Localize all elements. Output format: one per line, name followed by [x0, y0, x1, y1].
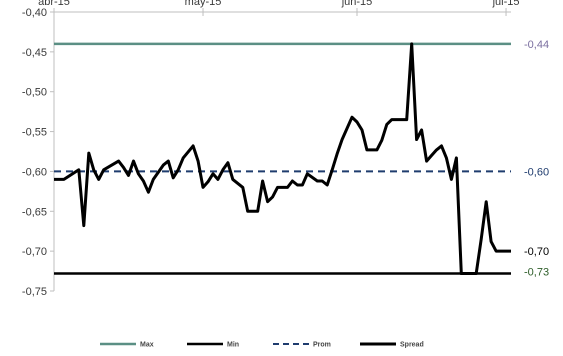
y-tick-label: -0,45 [22, 47, 47, 59]
end-labels: -0,44 -0,73 -0,60 -0,70 [524, 39, 549, 279]
legend-label-spread: Spread [400, 342, 424, 349]
end-label-prom: -0,60 [524, 166, 549, 178]
series-spread-line [54, 42, 511, 275]
x-tick-label: jul-15 [492, 0, 520, 8]
x-tick-label: jun-15 [341, 0, 373, 8]
end-label-spread: -0,70 [524, 246, 549, 258]
x-tick-label: abr-15 [38, 0, 70, 8]
legend-label-min: Min [227, 342, 239, 349]
legend: Max Min Prom Spread [100, 342, 424, 349]
series-group [54, 42, 511, 275]
y-tick-label: -0,60 [22, 166, 47, 178]
y-axis-ticks: -0,40 -0,45 -0,50 -0,55 -0,60 -0,65 -0,70 -0,75 [22, 7, 54, 298]
y-tick-label: -0,75 [22, 286, 47, 298]
y-tick-label: -0,40 [22, 7, 47, 19]
y-tick-label: -0,55 [22, 127, 47, 139]
x-axis-ticks: abr-15 may-15 jun-15 jul-15 [38, 0, 519, 16]
legend-label-prom: Prom [313, 342, 331, 349]
y-tick-label: -0,70 [22, 246, 47, 258]
y-tick-label: -0,50 [22, 87, 47, 99]
legend-label-max: Max [140, 342, 154, 349]
end-label-max: -0,44 [524, 39, 549, 51]
end-label-min: -0,73 [524, 266, 549, 278]
y-tick-label: -0,65 [22, 206, 47, 218]
x-tick-label: may-15 [185, 0, 222, 8]
